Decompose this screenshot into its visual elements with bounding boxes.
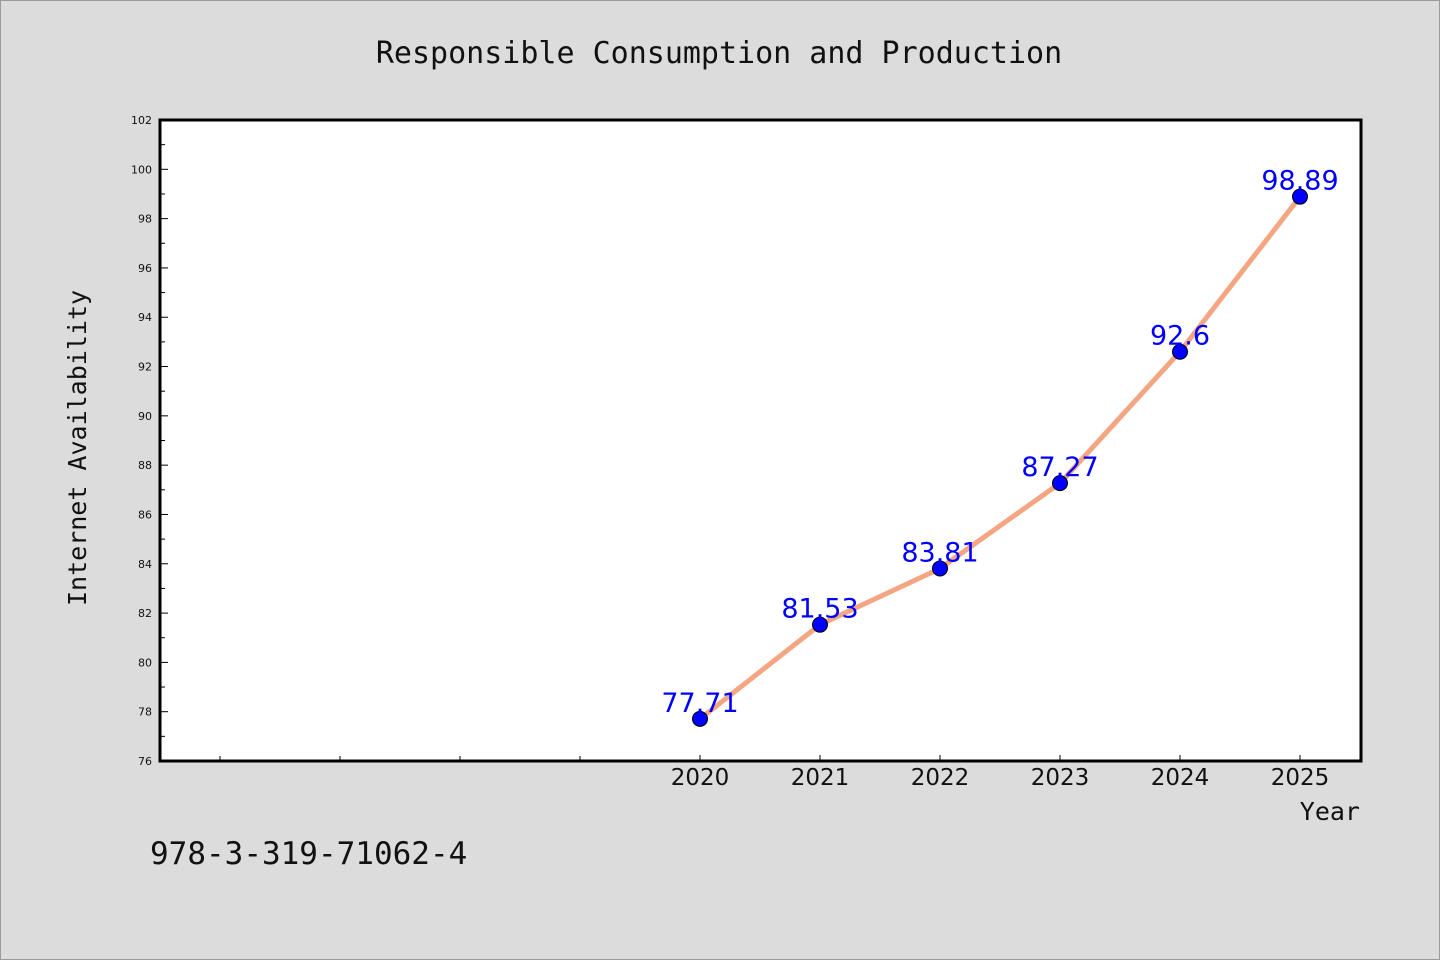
data-point: [1172, 343, 1188, 360]
data-point: [1292, 188, 1308, 205]
data-point: [932, 560, 948, 577]
x-tick-label: 2024: [1151, 765, 1210, 791]
x-tick-label: 2021: [791, 765, 850, 791]
y-tick-label: 86: [138, 508, 152, 521]
y-tick-label: 92: [138, 361, 152, 374]
y-axis: 76 78 80 82 84 86 88 90 92 94 96 98 100 102: [131, 114, 168, 768]
data-label: 98.89: [1261, 166, 1338, 197]
x-axis: 2020 2021 2022 2023 2024 2025: [219, 755, 1330, 791]
x-tick-label: 2025: [1271, 765, 1330, 791]
y-tick-label: 98: [138, 213, 152, 226]
y-tick-label: 100: [131, 163, 152, 176]
y-tick-label: 80: [138, 656, 152, 669]
y-tick-label: 76: [138, 755, 152, 768]
series-layer: 77.71 81.53 83.81 87.27 92.6 98.89: [661, 166, 1339, 727]
y-tick-label: 84: [138, 558, 152, 571]
data-label: 77.71: [661, 688, 738, 719]
data-label: 81.53: [781, 594, 858, 625]
data-label: 87.27: [1021, 452, 1098, 483]
data-label: 92.6: [1150, 321, 1210, 352]
data-point: [692, 710, 708, 727]
data-point: [1052, 475, 1068, 492]
y-tick-label: 90: [138, 410, 152, 423]
plot-area: [158, 118, 1363, 763]
y-tick-label: 88: [138, 459, 152, 472]
x-tick-label: 2020: [671, 765, 730, 791]
data-label: 83.81: [901, 537, 978, 568]
x-tick-label: 2022: [911, 765, 970, 791]
y-tick-label: 94: [138, 311, 152, 324]
y-tick-label: 82: [138, 607, 152, 620]
isbn-label: 978-3-319-71062-4: [150, 836, 467, 872]
x-axis-label: Year: [1300, 797, 1360, 826]
series-line: [697, 194, 1303, 722]
y-tick-label: 96: [138, 262, 152, 275]
y-tick-label: 102: [131, 114, 152, 127]
data-point: [812, 616, 828, 633]
y-axis-label: Internet Availability: [63, 290, 92, 606]
y-tick-label: 78: [138, 706, 152, 719]
chart-title: Responsible Consumption and Production: [376, 36, 1062, 71]
x-tick-label: 2023: [1031, 765, 1090, 791]
